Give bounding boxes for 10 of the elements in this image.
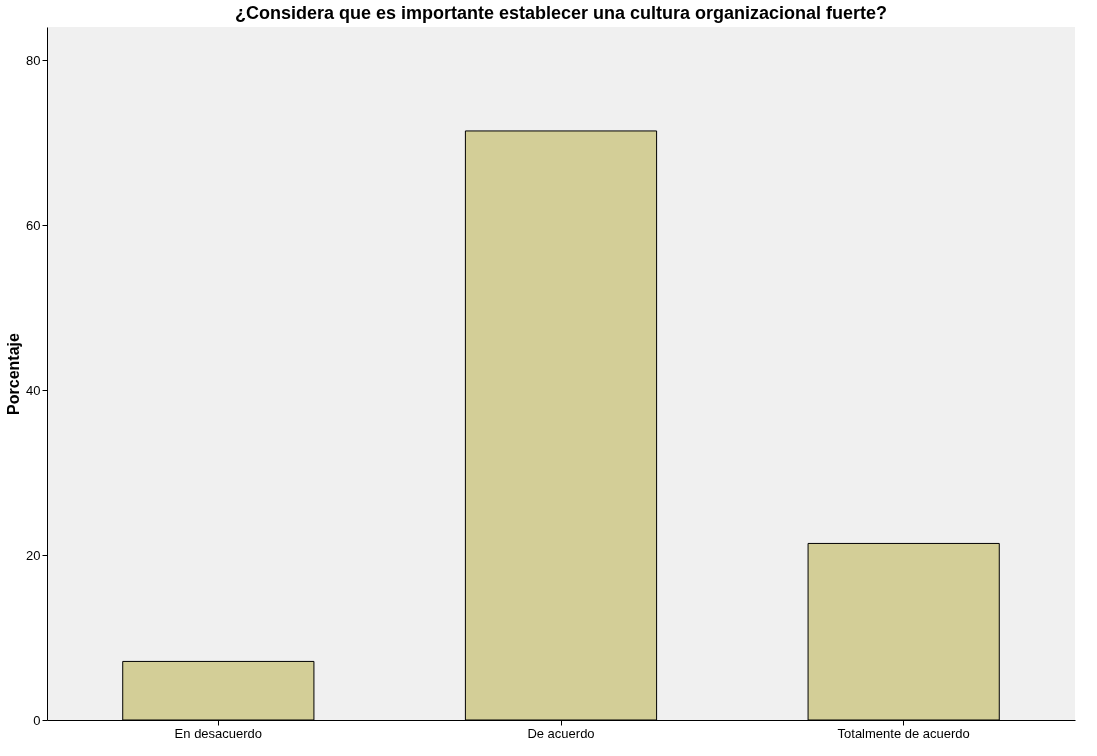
y-axis-title: Porcentaje xyxy=(5,332,23,415)
y-tick-label: 0 xyxy=(33,712,41,728)
x-tick-label: De acuerdo xyxy=(527,725,595,741)
y-tick-label: 40 xyxy=(26,382,41,398)
y-tick-label: 60 xyxy=(26,217,41,233)
chart-title: ¿Considera que es importante establecer una cultura organizacional fuerte? xyxy=(234,3,888,23)
y-tick-label: 80 xyxy=(26,52,41,68)
x-tick-label: En desacuerdo xyxy=(174,725,263,741)
x-tick-label: Totalmente de acuerdo xyxy=(837,725,970,741)
y-tick-label: 20 xyxy=(26,547,41,563)
